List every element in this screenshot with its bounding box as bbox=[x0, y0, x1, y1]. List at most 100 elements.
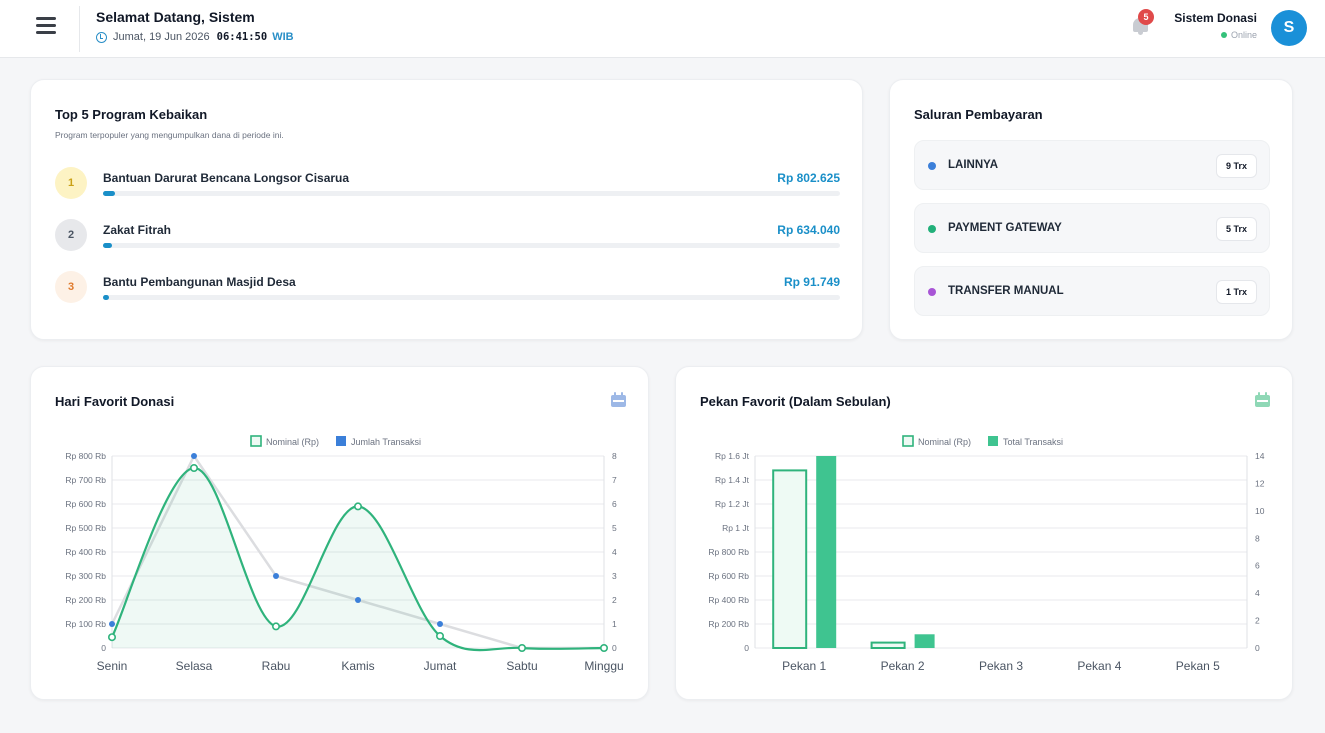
y-tick-label: Rp 1.4 Jt bbox=[715, 475, 750, 485]
x-tick-label: Sabtu bbox=[506, 659, 537, 673]
y-tick-label: Rp 100 Rb bbox=[65, 619, 106, 629]
program-name: Bantuan Darurat Bencana Longsor Cisarua bbox=[103, 171, 350, 185]
y-tick-label: Rp 400 Rb bbox=[65, 547, 106, 557]
y-tick-label: Rp 600 Rb bbox=[65, 499, 106, 509]
rank-badge: 3 bbox=[55, 271, 87, 303]
x-tick-label: Pekan 1 bbox=[782, 659, 826, 673]
data-point-nominal bbox=[108, 633, 117, 642]
data-point-nominal bbox=[272, 622, 281, 631]
program-progress-track bbox=[103, 243, 840, 248]
y-tick-label: 0 bbox=[744, 643, 749, 653]
x-tick-label: Pekan 5 bbox=[1176, 659, 1220, 673]
channel-label: TRANSFER MANUAL bbox=[948, 285, 1064, 297]
channel-item-payment-gateway[interactable]: PAYMENT GATEWAY 5 Trx bbox=[914, 203, 1270, 253]
time-text: 06:41:50 bbox=[216, 31, 268, 43]
pekan-favorit-card: Pekan Favorit (Dalam Sebulan) 0 Rp 200 Rb… bbox=[675, 366, 1293, 700]
data-point-nominal bbox=[190, 464, 199, 473]
channel-label: PAYMENT GATEWAY bbox=[948, 222, 1062, 234]
y2-tick-label: 2 bbox=[612, 595, 617, 605]
data-point-jumlah-transaksi bbox=[273, 573, 279, 579]
y2-tick-label: 6 bbox=[1255, 561, 1260, 571]
datetime: Jumat, 19 Jun 2026 06:41:50 WIB bbox=[96, 31, 294, 43]
program-name: Bantu Pembangunan Masjid Desa bbox=[103, 275, 296, 289]
y-tick-label: Rp 1.2 Jt bbox=[715, 499, 750, 509]
rank-badge: 2 bbox=[55, 219, 87, 251]
data-point-jumlah-transaksi bbox=[191, 453, 197, 459]
channel-item-lainnya[interactable]: LAINNYA 9 Trx bbox=[914, 140, 1270, 190]
legend-label: Nominal (Rp) bbox=[266, 437, 319, 447]
y2-tick-label: 1 bbox=[612, 619, 617, 629]
legend-label: Nominal (Rp) bbox=[918, 437, 971, 447]
calendar-icon[interactable] bbox=[1255, 392, 1270, 407]
top-programs-card: Top 5 Program Kebaikan Program terpopule… bbox=[30, 79, 863, 340]
legend-swatch bbox=[336, 436, 346, 446]
channel-count-badge: 9 Trx bbox=[1215, 154, 1257, 178]
user-name: Sistem Donasi bbox=[1174, 11, 1257, 25]
program-progress-track bbox=[103, 295, 840, 300]
y2-tick-label: 4 bbox=[1255, 588, 1260, 598]
channel-count-badge: 5 Trx bbox=[1215, 217, 1257, 241]
data-point-nominal bbox=[517, 643, 526, 652]
online-dot-icon bbox=[1220, 32, 1227, 38]
legend-label: Jumlah Transaksi bbox=[351, 437, 421, 447]
date-text: Jumat, 19 Jun 2026 bbox=[113, 31, 210, 43]
y-tick-label: Rp 700 Rb bbox=[65, 475, 106, 485]
program-amount: Rp 802.625 bbox=[777, 171, 840, 185]
program-row[interactable]: 1 Bantuan Darurat Bencana Longsor Cisaru… bbox=[55, 167, 840, 203]
y2-tick-label: 0 bbox=[1255, 643, 1260, 653]
payment-channels-card: Saluran Pembayaran LAINNYA 9 Trx PAYMENT… bbox=[889, 79, 1293, 340]
x-tick-label: Pekan 2 bbox=[881, 659, 925, 673]
program-row[interactable]: 3 Bantu Pembangunan Masjid Desa Rp 91.74… bbox=[55, 271, 840, 307]
y-tick-label: Rp 1 Jt bbox=[722, 523, 750, 533]
top-header: Selamat Datang, Sistem Jumat, 19 Jun 202… bbox=[0, 0, 1325, 58]
channel-item-transfer-manual[interactable]: TRANSFER MANUAL 1 Trx bbox=[914, 266, 1270, 316]
y2-tick-label: 7 bbox=[612, 475, 617, 485]
data-point-jumlah-transaksi bbox=[109, 621, 115, 627]
bar-total-transaksi bbox=[816, 456, 837, 648]
rank-badge: 1 bbox=[55, 167, 87, 199]
avatar[interactable]: S bbox=[1271, 10, 1307, 46]
payment-channels-title: Saluran Pembayaran bbox=[914, 107, 1043, 122]
user-status-text: Online bbox=[1230, 30, 1257, 40]
x-tick-label: Minggu bbox=[584, 659, 623, 673]
y-tick-label: Rp 500 Rb bbox=[65, 523, 106, 533]
bar-nominal bbox=[772, 469, 808, 650]
bar-total-transaksi bbox=[914, 634, 935, 648]
y2-tick-label: 4 bbox=[612, 547, 617, 557]
channel-dot-icon bbox=[928, 162, 936, 170]
data-point-jumlah-transaksi bbox=[437, 621, 443, 627]
y2-tick-label: 6 bbox=[612, 499, 617, 509]
program-progress-fill bbox=[103, 243, 112, 248]
y2-tick-label: 0 bbox=[612, 643, 617, 653]
legend-label: Total Transaksi bbox=[1003, 437, 1063, 447]
data-point-nominal bbox=[353, 502, 362, 511]
data-point-nominal bbox=[599, 643, 608, 652]
legend-swatch bbox=[902, 435, 914, 447]
pekan-favorit-chart: 0 Rp 200 Rb Rp 400 Rb Rp 600 Rb Rp 800 Rb Rp … bbox=[708, 435, 1265, 673]
channel-dot-icon bbox=[928, 225, 936, 233]
y-tick-label: Rp 800 Rb bbox=[65, 451, 106, 461]
y-tick-label: Rp 200 Rb bbox=[708, 619, 749, 629]
series-line-nominal bbox=[111, 466, 605, 652]
legend-swatch bbox=[988, 436, 998, 446]
legend-swatch bbox=[250, 435, 262, 447]
calendar-icon[interactable] bbox=[611, 392, 626, 407]
program-amount: Rp 91.749 bbox=[783, 275, 840, 289]
x-tick-label: Pekan 3 bbox=[979, 659, 1023, 673]
hamburger-menu-icon[interactable] bbox=[36, 17, 56, 37]
data-point-jumlah-transaksi bbox=[355, 597, 361, 603]
program-amount: Rp 634.040 bbox=[777, 223, 840, 237]
y2-tick-label: 14 bbox=[1255, 451, 1265, 461]
x-tick-label: Senin bbox=[97, 659, 128, 673]
y2-tick-label: 8 bbox=[1255, 533, 1260, 543]
channel-dot-icon bbox=[928, 288, 936, 296]
hari-favorit-card: Hari Favorit Donasi 0 Rp 100 Rb Rp 200 Rb R… bbox=[30, 366, 649, 700]
x-tick-label: Pekan 4 bbox=[1077, 659, 1121, 673]
x-tick-label: Kamis bbox=[341, 659, 374, 673]
y-tick-label: Rp 800 Rb bbox=[708, 547, 749, 557]
program-row[interactable]: 2 Zakat Fitrah Rp 634.040 bbox=[55, 219, 840, 255]
notification-badge: 5 bbox=[1138, 9, 1154, 25]
program-progress-fill bbox=[103, 191, 115, 196]
header-divider bbox=[79, 6, 80, 52]
y2-tick-label: 10 bbox=[1255, 506, 1265, 516]
